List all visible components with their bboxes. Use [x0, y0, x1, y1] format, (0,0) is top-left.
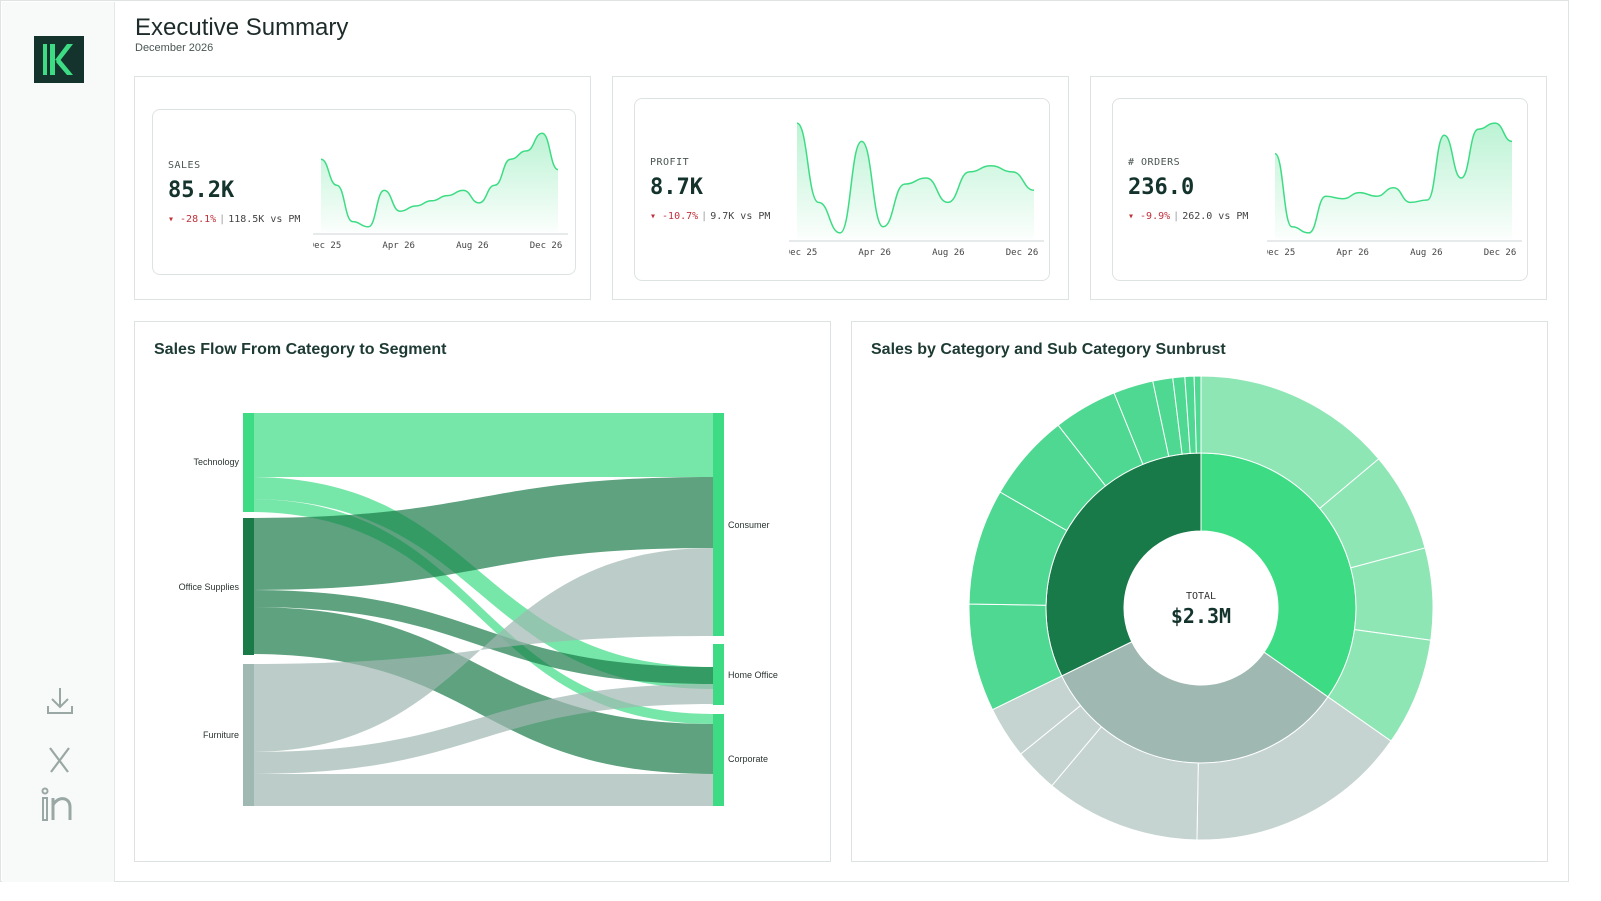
- node-label-home-office: Home Office: [728, 670, 778, 680]
- node-label-technology: Technology: [193, 457, 239, 467]
- kpi-value: 8.7K: [650, 175, 703, 200]
- sankey-panel: Sales Flow From Category to Segment Tech…: [134, 321, 831, 862]
- sparkline-line: [1274, 122, 1513, 234]
- flow-office-consumer: [249, 477, 713, 590]
- flow-office-homeoffice: [249, 590, 713, 684]
- kpi-prior: 9.7K vs PM: [710, 211, 771, 222]
- kpi-delta: ▾ -9.9% | 262.0 vs PM: [1128, 211, 1249, 222]
- brand-logo[interactable]: [34, 36, 84, 83]
- node-office-supplies: [243, 518, 254, 655]
- kpi-sparkline: Dec 25 Apr 26 Aug 26 Dec 26: [789, 122, 1044, 258]
- kpi-value: 236.0: [1128, 175, 1195, 200]
- sunburst-outer-segment: [1193, 375, 1202, 454]
- node-corporate: [713, 714, 724, 806]
- node-consumer: [713, 413, 724, 636]
- kpi-delta: ▾ -28.1% | 118.5K vs PM: [168, 214, 301, 225]
- kpi-label: # ORDERS: [1128, 157, 1181, 168]
- kpi-card-orders[interactable]: # ORDERS 236.0 ▾ -9.9%|262.0 vs PM Dec 2…: [1090, 76, 1547, 300]
- flow-technology-consumer: [249, 413, 713, 477]
- sparkline-tick-label: Apr 26: [1336, 248, 1369, 258]
- flow-technology-corporate: [249, 499, 713, 724]
- sankey-chart[interactable]: Technology Office Supplies Furniture Con…: [135, 322, 832, 863]
- sunburst-center-value: $2.3M: [1171, 604, 1231, 628]
- kpi-prior: 262.0 vs PM: [1182, 211, 1249, 222]
- sparkline-area: [1275, 123, 1512, 239]
- sunburst-rings: [968, 375, 1434, 841]
- flow-technology-homeoffice: [249, 477, 713, 689]
- kpi-inner-sales: SALES 85.2K ▾ -28.1%|118.5K vs PM Dec 25…: [152, 109, 576, 275]
- sparkline-tick-label: Apr 26: [858, 248, 891, 258]
- download-icon[interactable]: [40, 684, 80, 720]
- kpi-sparkline: Dec 25 Apr 26 Aug 26 Dec 26: [1267, 122, 1522, 258]
- kpi-label: SALES: [168, 160, 201, 171]
- kpi-delta-percent: ▾ -28.1%: [168, 214, 217, 225]
- sparkline-area: [321, 133, 558, 232]
- sunburst-panel: Sales by Category and Sub Category Sunbr…: [851, 321, 1548, 862]
- kpi-delta: ▾ -10.7% | 9.7K vs PM: [650, 211, 771, 222]
- flow-furniture-corporate: [249, 774, 713, 806]
- sparkline-tick-label: Dec 26: [1484, 248, 1517, 258]
- linkedin-icon[interactable]: [40, 787, 80, 823]
- dashboard-frame: Executive Summary December 2026 SALES 85…: [0, 0, 1569, 882]
- kpi-inner-orders: # ORDERS 236.0 ▾ -9.9%|262.0 vs PM Dec 2…: [1112, 98, 1528, 281]
- node-technology: [243, 413, 254, 512]
- kpi-value: 85.2K: [168, 178, 235, 203]
- kpi-delta-percent: ▾ -9.9%: [1128, 211, 1171, 222]
- node-label-office-supplies: Office Supplies: [179, 582, 240, 592]
- sunburst-title: Sales by Category and Sub Category Sunbr…: [871, 341, 1226, 358]
- flow-office-corporate: [249, 607, 713, 774]
- sankey-title: Sales Flow From Category to Segment: [154, 341, 447, 358]
- kpi-card-sales[interactable]: SALES 85.2K ▾ -28.1%|118.5K vs PM Dec 25…: [134, 76, 591, 300]
- node-label-corporate: Corporate: [728, 754, 768, 764]
- kpi-sparkline: Dec 25 Apr 26 Aug 26 Dec 26: [313, 132, 568, 251]
- node-home-office: [713, 644, 724, 705]
- sparkline-line: [320, 132, 559, 228]
- node-label-consumer: Consumer: [728, 520, 770, 530]
- sparkline-tick-label: Aug 26: [456, 241, 489, 251]
- x-twitter-icon[interactable]: [40, 742, 80, 778]
- flow-furniture-consumer: [249, 548, 713, 752]
- page-subtitle: December 2026: [135, 42, 214, 54]
- page-title: Executive Summary: [135, 14, 349, 41]
- sparkline-line: [796, 122, 1035, 234]
- flow-furniture-homeoffice: [249, 684, 713, 774]
- node-furniture: [243, 664, 254, 806]
- sparkline-tick-label: Aug 26: [932, 248, 965, 258]
- kpi-delta-percent: ▾ -10.7%: [650, 211, 699, 222]
- kpi-card-profit[interactable]: PROFIT 8.7K ▾ -10.7%|9.7K vs PM Dec 25 Ap…: [612, 76, 1069, 300]
- sparkline-tick-label: Dec 25: [1267, 248, 1295, 258]
- sparkline-tick-label: Dec 26: [1006, 248, 1039, 258]
- sunburst-chart[interactable]: TOTAL $2.3M: [852, 322, 1549, 863]
- kpi-inner-profit: PROFIT 8.7K ▾ -10.7%|9.7K vs PM Dec 25 Ap…: [634, 98, 1050, 281]
- sunburst-center-label: TOTAL: [1186, 591, 1216, 602]
- kpi-prior: 118.5K vs PM: [228, 214, 301, 225]
- kpi-label: PROFIT: [650, 157, 690, 168]
- sparkline-tick-label: Dec 25: [313, 241, 341, 251]
- sparkline-tick-label: Apr 26: [382, 241, 415, 251]
- sidebar: [2, 2, 115, 882]
- node-label-furniture: Furniture: [203, 730, 239, 740]
- sparkline-tick-label: Dec 26: [530, 241, 563, 251]
- sparkline-tick-label: Aug 26: [1410, 248, 1443, 258]
- sparkline-tick-label: Dec 25: [789, 248, 817, 258]
